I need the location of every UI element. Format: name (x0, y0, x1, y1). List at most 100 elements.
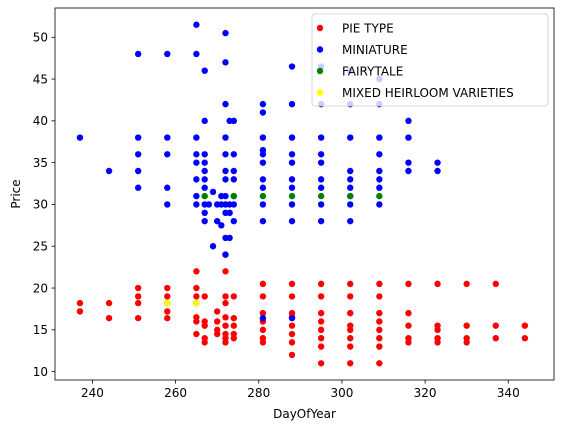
data-point-1-42 (222, 151, 229, 158)
data-point-1-84 (317, 134, 325, 141)
data-point-1-39 (222, 59, 229, 66)
data-point-1-63 (259, 134, 267, 141)
data-point-0-25 (213, 308, 221, 315)
data-point-1-41 (222, 134, 229, 141)
data-point-1-8 (164, 134, 171, 141)
data-point-1-112 (434, 159, 441, 166)
data-point-0-33 (222, 314, 229, 321)
data-point-1-110 (405, 159, 412, 166)
data-point-1-6 (134, 184, 142, 191)
data-point-0-77 (376, 318, 383, 325)
data-point-0-83 (405, 309, 412, 317)
data-point-0-12 (164, 314, 171, 322)
data-point-1-23 (201, 159, 208, 166)
data-point-1-19 (193, 201, 200, 208)
data-point-0-45 (259, 309, 267, 317)
data-point-1-31 (209, 188, 217, 196)
data-point-0-57 (288, 351, 296, 359)
data-point-1-4 (134, 151, 142, 158)
data-point-1-13 (193, 50, 200, 58)
data-point-0-79 (376, 335, 383, 342)
data-point-0-70 (347, 326, 354, 334)
data-point-1-32 (209, 243, 217, 250)
data-point-0-13 (193, 268, 200, 275)
data-point-0-22 (201, 322, 208, 329)
data-point-0-66 (347, 280, 354, 288)
data-point-1-109 (405, 134, 412, 141)
data-point-0-11 (164, 308, 171, 315)
legend-box (311, 13, 549, 107)
legend-label: FAIRYTALE (342, 64, 403, 78)
data-point-1-43 (222, 167, 229, 175)
data-point-2-6 (376, 192, 383, 200)
data-point-0-59 (317, 293, 325, 300)
data-point-1-76 (288, 159, 296, 166)
data-point-0-39 (230, 314, 238, 322)
data-point-1-78 (288, 184, 296, 191)
data-point-0-99 (521, 322, 529, 329)
data-point-0-54 (288, 322, 296, 329)
data-point-0-56 (288, 339, 296, 346)
data-point-1-93 (347, 134, 354, 141)
data-point-0-100 (521, 335, 529, 342)
data-point-0-67 (347, 293, 354, 300)
data-point-0-9 (164, 293, 171, 300)
data-point-1-66 (259, 159, 267, 166)
data-point-1-0 (76, 134, 84, 141)
y-tick-label: 50 (33, 31, 48, 45)
data-point-1-86 (317, 159, 325, 166)
data-point-1-79 (288, 201, 296, 208)
data-point-1-59 (230, 201, 238, 208)
data-point-1-106 (376, 184, 383, 191)
y-axis-label: Price (9, 179, 23, 208)
data-point-0-98 (492, 335, 499, 342)
data-point-1-40 (222, 100, 229, 108)
data-point-0-61 (317, 318, 325, 325)
data-point-0-4 (134, 284, 142, 292)
data-point-1-89 (317, 201, 325, 208)
y-tick-label: 35 (33, 156, 48, 170)
data-point-0-20 (201, 293, 208, 300)
data-point-1-111 (405, 167, 412, 175)
data-point-0-19 (193, 330, 200, 338)
data-point-1-38 (222, 29, 229, 37)
x-tick-label: 280 (247, 386, 270, 400)
data-point-0-58 (317, 280, 325, 288)
data-point-0-73 (347, 360, 354, 367)
data-point-2-5 (347, 192, 354, 200)
data-point-1-65 (259, 151, 267, 158)
data-point-1-55 (230, 151, 238, 158)
data-point-0-74 (376, 280, 383, 288)
x-tick-label: 340 (497, 386, 520, 400)
x-tick-label: 300 (330, 386, 353, 400)
data-point-0-63 (317, 335, 325, 342)
data-point-0-96 (492, 280, 499, 288)
data-point-0-81 (376, 360, 383, 367)
data-point-1-12 (193, 21, 200, 28)
data-point-0-34 (222, 322, 229, 329)
data-point-0-84 (405, 322, 412, 329)
data-point-0-93 (463, 322, 470, 329)
data-point-1-80 (288, 217, 296, 225)
data-point-1-85 (317, 151, 325, 158)
data-point-0-92 (463, 280, 470, 288)
data-point-0-15 (193, 293, 200, 300)
data-point-0-14 (193, 284, 200, 292)
data-point-0-72 (347, 343, 354, 350)
data-point-2-1 (230, 192, 238, 200)
data-point-0-64 (317, 343, 325, 350)
data-point-1-94 (347, 167, 354, 175)
data-point-0-78 (376, 326, 383, 334)
x-axis-ticks: 240 260 280 300 320 340 (81, 380, 520, 400)
data-point-0-37 (222, 339, 229, 346)
data-point-0-40 (230, 322, 238, 329)
data-point-0-68 (347, 309, 354, 317)
data-point-1-44 (222, 176, 229, 183)
data-point-1-75 (288, 151, 296, 158)
data-point-0-24 (201, 339, 208, 346)
data-point-0-38 (230, 293, 238, 300)
data-point-3-1 (193, 299, 200, 307)
data-point-1-77 (288, 176, 296, 183)
data-point-0-42 (230, 335, 238, 342)
data-point-0-43 (259, 280, 267, 288)
